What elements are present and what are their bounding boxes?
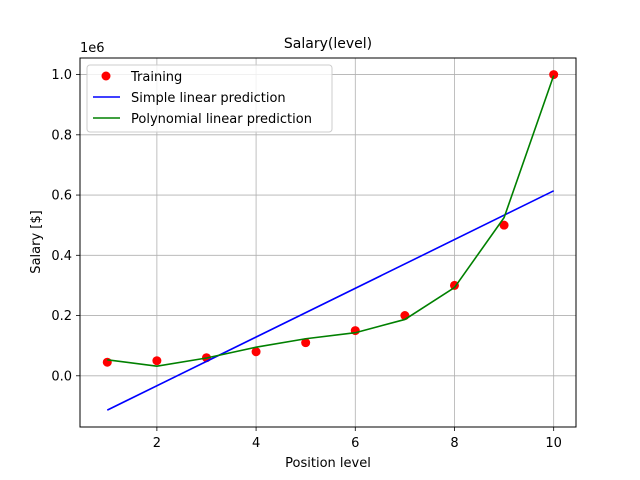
y-axis-offset-label: 1e6 — [80, 41, 105, 56]
training-point — [251, 347, 261, 357]
legend-box — [86, 64, 333, 133]
y-tick-label: 0.2 — [51, 309, 72, 324]
y-axis-label: Salary [$] — [29, 210, 44, 273]
training-point — [152, 356, 162, 366]
training-point — [499, 220, 509, 230]
training-point — [102, 357, 112, 367]
plot-frame — [79, 57, 577, 428]
legend-label-training: Training — [130, 70, 182, 85]
simple-linear-line — [106, 190, 555, 411]
x-tick-label: 6 — [351, 436, 359, 451]
y-tick-label: 0.8 — [51, 128, 72, 143]
polynomial-line — [107, 75, 555, 367]
legend: Training Simple linear prediction Polyno… — [86, 64, 333, 133]
legend-marker-training — [101, 71, 111, 81]
x-tick-label: 2 — [153, 436, 161, 451]
y-tick-label: 1.0 — [51, 68, 72, 83]
y-tick-label: 0.0 — [51, 369, 72, 384]
y-tick-label: 0.6 — [51, 189, 72, 204]
plot-data — [102, 70, 559, 411]
x-axis-label: Position level — [285, 456, 371, 471]
x-tick-label: 8 — [450, 436, 458, 451]
training-point — [549, 70, 559, 80]
x-tick-label: 10 — [545, 436, 562, 451]
axis-ticks: 2 4 6 8 10 0.0 0.2 0.4 0.6 0.8 1.0 — [51, 68, 562, 451]
legend-label-simple-linear: Simple linear prediction — [131, 91, 286, 106]
y-tick-label: 0.4 — [51, 249, 72, 264]
legend-label-polynomial: Polynomial linear prediction — [131, 112, 312, 127]
x-tick-label: 4 — [252, 436, 260, 451]
training-point — [301, 338, 311, 348]
chart-title: Salary(level) — [284, 36, 372, 52]
